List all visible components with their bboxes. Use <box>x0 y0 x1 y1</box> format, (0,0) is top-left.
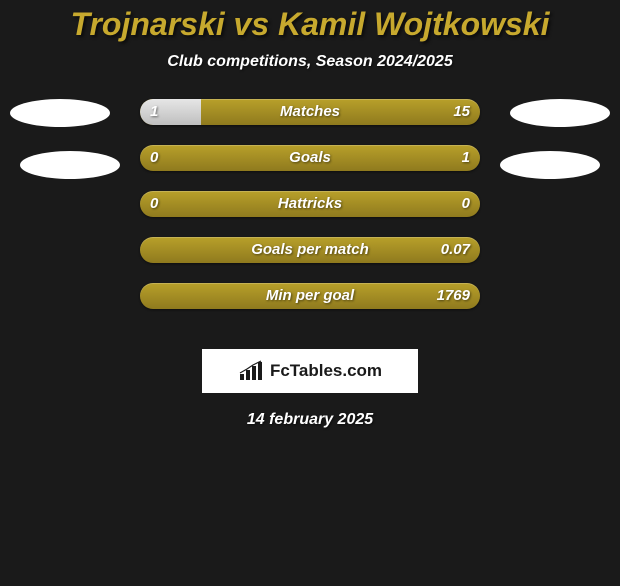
stat-row: Goals per match0.07 <box>140 237 480 263</box>
player-right-ellipse-2 <box>500 151 600 179</box>
stat-label: Goals per match <box>140 237 480 263</box>
stat-value-right: 1769 <box>437 283 470 309</box>
stat-value-right: 1 <box>462 145 470 171</box>
date-line: 14 february 2025 <box>0 411 620 429</box>
stat-value-left: 0 <box>150 191 158 217</box>
page-title: Trojnarski vs Kamil Wojtkowski <box>0 6 620 43</box>
stat-value-right: 0.07 <box>441 237 470 263</box>
stat-row: Hattricks0 0 <box>140 191 480 217</box>
player-left-ellipse-2 <box>20 151 120 179</box>
bars-icon <box>238 360 264 382</box>
stat-value-right: 0 <box>462 191 470 217</box>
player-right-ellipse-1 <box>510 99 610 127</box>
stat-value-left: 1 <box>150 99 158 125</box>
stat-row: Min per goal1769 <box>140 283 480 309</box>
stat-value-left: 0 <box>150 145 158 171</box>
fctables-logo[interactable]: FcTables.com <box>202 349 418 393</box>
stats-area: Matches115Goals01Hattricks00Goals per ma… <box>0 99 620 339</box>
stat-label: Min per goal <box>140 283 480 309</box>
stat-label: Matches <box>140 99 480 125</box>
subtitle: Club competitions, Season 2024/2025 <box>0 53 620 71</box>
stat-value-right: 15 <box>453 99 470 125</box>
fctables-logo-text: FcTables.com <box>270 361 382 381</box>
player-left-ellipse-1 <box>10 99 110 127</box>
stat-row: Goals0 1 <box>140 145 480 171</box>
stat-label: Hattricks <box>140 191 480 217</box>
stat-row: Matches1 15 <box>140 99 480 125</box>
stat-label: Goals <box>140 145 480 171</box>
